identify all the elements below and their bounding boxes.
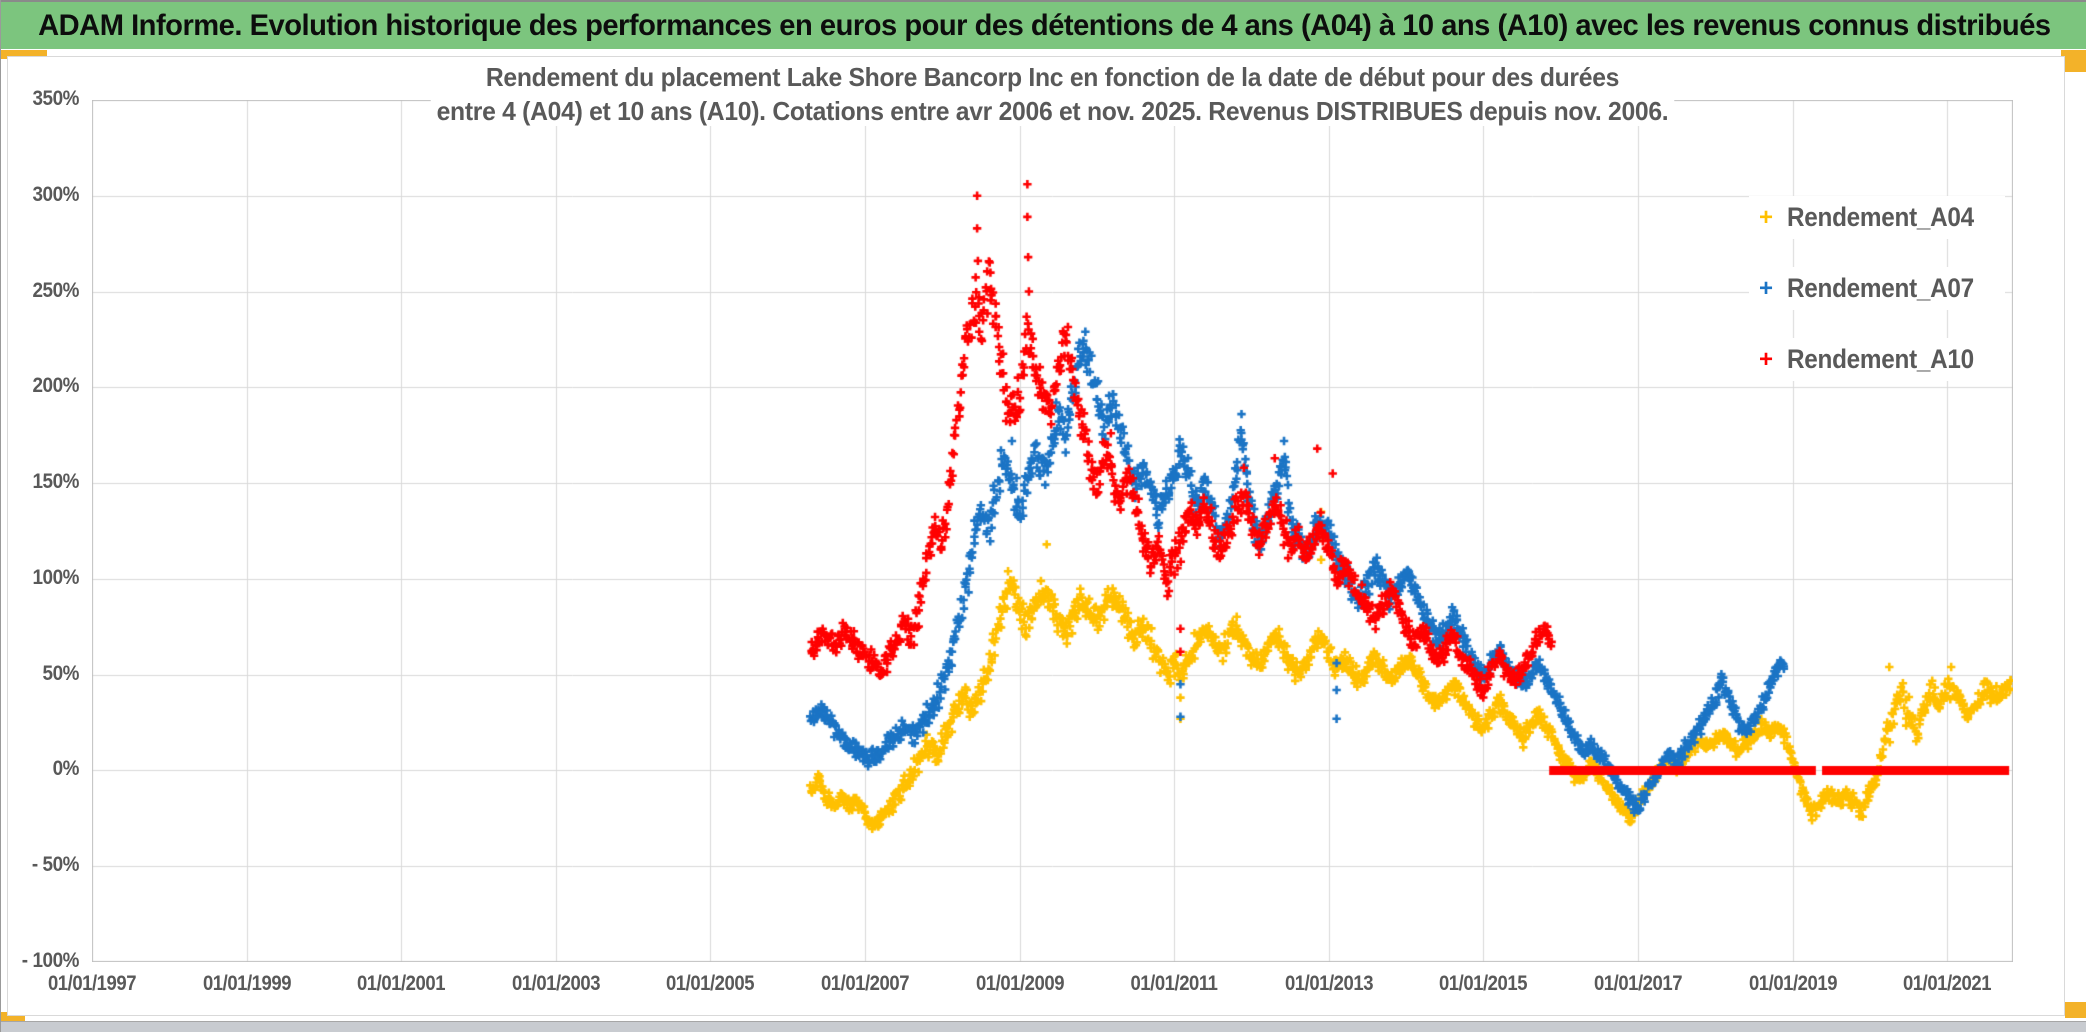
y-axis-tick-label: 150% <box>32 470 79 494</box>
legend-item-a07[interactable]: + Rendement_A07 <box>1749 267 2005 310</box>
plus-marker-icon: + <box>1759 274 1774 302</box>
y-axis-tick-label: 0% <box>52 757 80 781</box>
legend-item-a04[interactable]: + Rendement_A04 <box>1749 196 2005 239</box>
gold-accent-bottom-right <box>2065 1002 2086 1018</box>
x-axis-tick-label: 01/01/2009 <box>975 972 1065 995</box>
y-axis-tick-label: 100% <box>32 565 79 589</box>
gold-accent-top-right <box>2061 50 2086 72</box>
x-axis-tick-label: 01/01/2013 <box>1284 972 1374 995</box>
chart-title-line2: entre 4 (A04) et 10 ans (A10). Cotations… <box>430 96 1675 126</box>
bottom-gray-strip <box>1 1021 2086 1032</box>
gold-accent-bottom-left <box>1 1012 25 1022</box>
chart-title-line1: Rendement du placement Lake Shore Bancor… <box>480 62 1625 92</box>
x-axis-tick-label: 01/01/2005 <box>666 972 755 995</box>
y-axis-tick-label: 350% <box>32 87 79 110</box>
y-axis-tick-label: 200% <box>32 374 79 398</box>
y-axis-tick-label: - 100% <box>21 949 80 972</box>
x-axis-tick-label: 01/01/2019 <box>1748 972 1838 995</box>
x-axis-tick-label: 01/01/2011 <box>1130 972 1219 995</box>
y-axis-tick-label: 50% <box>42 661 80 685</box>
header-title: ADAM Informe. Evolution historique des p… <box>37 8 2051 42</box>
plus-marker-icon: + <box>1759 345 1774 373</box>
y-axis-tick-label: 300% <box>32 182 79 206</box>
x-axis-tick-label: 01/01/2007 <box>820 972 910 995</box>
x-axis-tick-label: 01/01/2021 <box>1903 972 1992 995</box>
plus-marker-icon: + <box>1759 203 1774 231</box>
x-axis-tick-label: 01/01/2003 <box>511 972 601 995</box>
scatter-plot-canvas[interactable] <box>92 100 2013 962</box>
y-axis-tick-label: 250% <box>32 278 79 302</box>
legend-label: Rendement_A10 <box>1787 344 1974 374</box>
gold-accent-top-left <box>1 50 47 59</box>
legend-label: Rendement_A04 <box>1787 202 1974 232</box>
x-axis-tick-label: 01/01/2015 <box>1439 972 1528 995</box>
x-axis-tick-label: 01/01/2017 <box>1594 972 1683 995</box>
header-bar: ADAM Informe. Evolution historique des p… <box>1 2 2086 49</box>
legend-item-a10[interactable]: + Rendement_A10 <box>1749 338 2005 381</box>
window-top-edge <box>1 0 2086 2</box>
chart-legend: + Rendement_A04 + Rendement_A07 + Rendem… <box>1749 196 2005 409</box>
x-axis-tick-label: 01/01/2001 <box>357 972 446 995</box>
legend-label: Rendement_A07 <box>1787 273 1974 303</box>
y-axis-tick-label: - 50% <box>31 853 80 877</box>
x-axis-tick-label: 01/01/1999 <box>202 972 292 995</box>
chart-title: Rendement du placement Lake Shore Bancor… <box>140 60 1965 128</box>
x-axis-tick-label: 01/01/1997 <box>47 972 137 995</box>
